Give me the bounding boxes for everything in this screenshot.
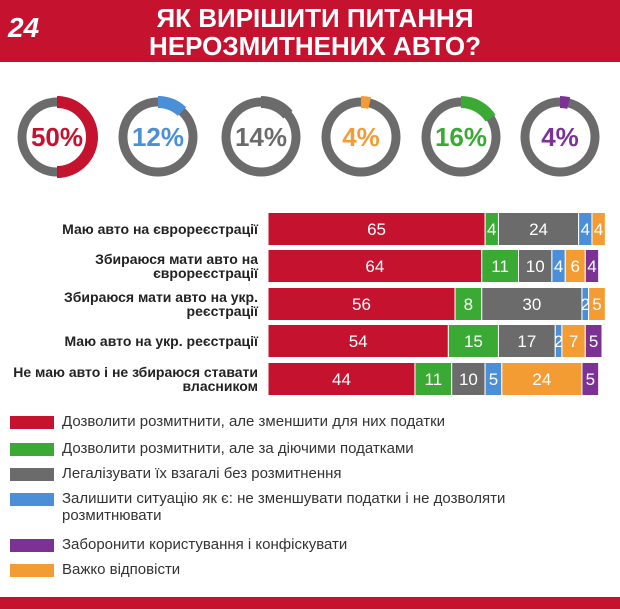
bar-value-label: 6 (571, 257, 580, 276)
donut-label: 4% (541, 122, 579, 152)
legend-swatch (10, 416, 54, 429)
bar-segment (581, 362, 600, 396)
legend-label: Легалізувати їх взагалі без розмитнення (62, 465, 342, 482)
donut-label: 50% (31, 122, 83, 152)
donut-arc (460, 96, 496, 122)
bar-segment (588, 287, 606, 321)
legend-swatch (10, 493, 54, 506)
bar-segment (481, 287, 583, 321)
footer-strip (0, 597, 620, 609)
bar-segment (267, 249, 483, 283)
bar-value-label: 4 (587, 257, 596, 276)
bar-segment (481, 249, 520, 283)
donut-arc (260, 96, 293, 119)
bar-value-label: 4 (581, 220, 590, 239)
bar-value-label: 54 (349, 332, 368, 351)
bar-value-label: 24 (532, 370, 551, 389)
bar-value-label: 24 (529, 220, 548, 239)
legend-label: Дозволити розмитнити, але за діючими под… (62, 440, 414, 457)
bar-value-label: 64 (365, 257, 384, 276)
bar-value-label: 5 (489, 370, 498, 389)
bar-value-label: 4 (487, 220, 496, 239)
title: ЯК ВИРІШИТИ ПИТАННЯ НЕРОЗМИТНЕНИХ АВТО? (149, 3, 481, 61)
donut-arc (56, 96, 98, 178)
category-label: Не маю авто і не збираюся ставати власни… (13, 364, 258, 394)
bar-segment (584, 249, 600, 283)
bar-value-label: 8 (464, 295, 473, 314)
bar-value-label: 5 (586, 370, 595, 389)
bar-value-label: 10 (459, 370, 478, 389)
category-label: Маю авто на єврореєстрації (62, 221, 258, 237)
donut-label: 14% (235, 122, 287, 152)
legend-label: Заборонити користування і конфіскувати (62, 536, 348, 553)
bar-value-label: 2 (554, 332, 563, 351)
legend-swatch (10, 539, 54, 552)
bar-value-label: 15 (464, 332, 483, 351)
bar-value-label: 2 (581, 295, 590, 314)
bar-segment (414, 362, 453, 396)
donut-label: 4% (342, 122, 380, 152)
bar-segment (447, 324, 499, 358)
donut-arc (157, 96, 187, 117)
donut-arc (360, 96, 372, 109)
bar-value-label: 11 (491, 257, 509, 276)
donut-arc (559, 96, 571, 109)
donut-label: 12% (132, 122, 184, 152)
logo: 24 (8, 12, 40, 43)
bar-segment (584, 324, 603, 358)
bar-value-label: 17 (517, 332, 536, 351)
bar-value-label: 56 (352, 295, 371, 314)
legend-label: Залишити ситуацію як є: не зменшувати по… (62, 490, 506, 524)
legend-label: Дозволити розмитнити, але зменшити для н… (62, 413, 446, 430)
bar-value-label: 7 (569, 332, 578, 351)
bar-segment (501, 362, 583, 396)
legend-swatch (10, 564, 54, 577)
bar-value-label: 4 (554, 257, 563, 276)
category-label: Збираюся мати авто на укр. реєстрації (64, 289, 258, 319)
category-label: Маю авто на укр. реєстрації (64, 333, 258, 349)
bar-value-label: 5 (589, 332, 598, 351)
donut-label: 16% (435, 122, 487, 152)
bar-value-label: 65 (367, 220, 386, 239)
bar-segment (497, 212, 580, 246)
bar-value-label: 30 (522, 295, 541, 314)
legend-swatch (10, 468, 54, 481)
bar-value-label: 10 (526, 257, 545, 276)
bar-value-label: 4 (594, 220, 603, 239)
bar-value-label: 11 (425, 370, 443, 389)
bar-segment (454, 287, 483, 321)
category-label: Збираюся мати авто на єврореєстрації (95, 251, 258, 281)
bar-value-label: 44 (332, 370, 351, 389)
bar-segment (267, 287, 456, 321)
bar-segment (518, 249, 553, 283)
bar-value-label: 5 (592, 295, 601, 314)
legend-label: Важко відповісти (62, 561, 181, 578)
header: 24 ЯК ВИРІШИТИ ПИТАННЯ НЕРОЗМИТНЕНИХ АВТ… (0, 0, 620, 62)
legend-swatch (10, 443, 54, 456)
bar-segment (591, 212, 606, 246)
